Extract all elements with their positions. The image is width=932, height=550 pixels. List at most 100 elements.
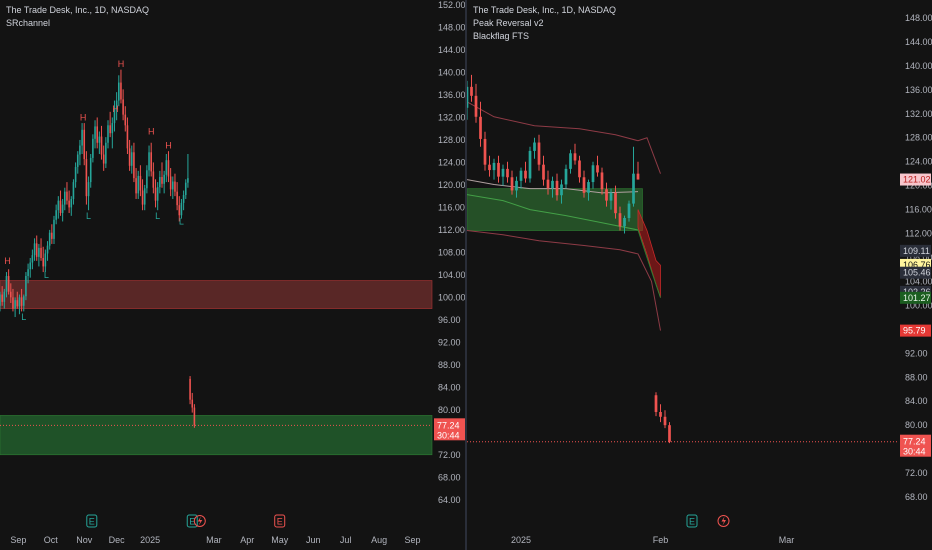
left-chart-panel[interactable]: 152.00 148.00 144.00 140.00 136.00 132.00 128.…: [0, 0, 465, 550]
candle: [79, 139, 81, 166]
left-chart-canvas[interactable]: 152.00 148.00 144.00 140.00 136.00 132.00 128.…: [0, 0, 465, 550]
candle: [191, 392, 194, 413]
candle-body: [546, 179, 550, 189]
candle: [174, 173, 176, 197]
right-indicator-peak-reversal[interactable]: Peak Reversal v2: [473, 18, 544, 28]
projection-green-line: [637, 229, 661, 298]
candle: [29, 258, 32, 278]
candle-body: [165, 160, 168, 175]
time-axis-label: Sep: [405, 535, 421, 545]
swing-low-label: L: [44, 270, 49, 280]
candle-body: [167, 160, 170, 177]
price-axis-label: 84.00: [905, 396, 928, 406]
candle: [152, 162, 155, 194]
candle: [483, 131, 487, 171]
candle: [14, 297, 16, 318]
candle: [627, 200, 631, 222]
candle-body: [109, 125, 111, 134]
candle: [510, 170, 514, 195]
candle-body: [176, 191, 178, 206]
candle-body: [68, 200, 70, 208]
candle: [70, 196, 73, 216]
candle-body: [40, 247, 42, 258]
candle-body: [96, 126, 98, 143]
candle: [74, 162, 77, 188]
price-level-value: 106.76: [903, 260, 931, 270]
candle-body: [27, 269, 29, 276]
candle-body: [72, 182, 75, 199]
lightning-icon: [721, 516, 726, 526]
candle: [107, 120, 109, 149]
candle: [83, 123, 86, 166]
candle-body: [66, 191, 68, 201]
right-legend: The Trade Desk, Inc., 1D, NASDAQ Peak Re…: [473, 4, 616, 43]
candle: [555, 173, 559, 201]
earnings-marker-label: E: [277, 517, 283, 527]
candle: [94, 120, 96, 149]
candle-body: [169, 176, 172, 190]
candle-body: [555, 180, 559, 196]
price-axis-label: 120.00: [438, 180, 465, 190]
candle-body: [663, 416, 667, 426]
candle: [27, 263, 29, 284]
candle-body: [128, 148, 131, 166]
price-axis-label: 108.00: [905, 253, 932, 263]
candle: [20, 288, 23, 312]
last-price-tag: [434, 418, 465, 441]
candle: [64, 187, 66, 211]
right-chart-panel[interactable]: 148.00 144.00 140.00 136.00 132.00 128.00 124.…: [467, 0, 932, 550]
candle-body: [161, 177, 163, 184]
candle-body: [76, 154, 79, 167]
bar-countdown: 30:44: [437, 430, 460, 440]
candle: [172, 176, 174, 199]
candle: [109, 111, 111, 138]
price-axis-label: 112.00: [905, 229, 932, 239]
candle: [193, 404, 196, 428]
candle-body: [560, 184, 563, 196]
right-indicator-blackflag[interactable]: Blackflag FTS: [473, 31, 530, 41]
panel-divider[interactable]: [465, 0, 467, 550]
candle: [668, 422, 671, 444]
left-indicator-srchannel[interactable]: SRchannel: [6, 18, 51, 28]
time-axis-label: Nov: [76, 535, 93, 545]
candle: [492, 158, 496, 180]
earnings-marker-icon: [274, 514, 286, 528]
candle-body: [497, 162, 500, 177]
candle: [46, 241, 49, 261]
swing-low-label: L: [179, 216, 184, 226]
candle: [120, 69, 122, 104]
candle: [89, 153, 92, 188]
candle: [0, 291, 1, 312]
candle-body: [120, 82, 122, 100]
candle: [61, 198, 64, 222]
right-chart-title: The Trade Desk, Inc., 1D, NASDAQ: [473, 5, 617, 15]
price-axis-label: 140.00: [905, 61, 932, 71]
candle: [524, 161, 527, 183]
candle: [176, 182, 178, 211]
candle: [573, 143, 577, 165]
candle-body: [178, 205, 181, 216]
candle-body: [118, 82, 120, 101]
upper-band-line: [467, 101, 661, 174]
price-axis-label: 140.00: [438, 67, 465, 77]
swing-high-label: H: [118, 59, 125, 69]
candle: [189, 376, 191, 405]
candle: [51, 224, 53, 244]
candle: [178, 196, 181, 222]
candle-body: [42, 258, 44, 267]
candle-body: [492, 162, 496, 171]
candle-body: [163, 174, 165, 184]
candle: [128, 139, 131, 171]
candle-body: [18, 297, 21, 307]
time-axis-label: Mar: [206, 535, 222, 545]
candle-body: [135, 178, 137, 194]
candle: [68, 190, 70, 214]
time-axis-label: Jul: [340, 535, 352, 545]
candle-body: [573, 153, 577, 161]
right-chart-canvas[interactable]: 148.00 144.00 140.00 136.00 132.00 128.00 124.…: [467, 0, 932, 550]
candle: [154, 179, 157, 208]
swing-high-label: H: [165, 141, 172, 151]
price-axis-label: 124.00: [905, 157, 932, 167]
candle-body: [182, 195, 185, 203]
candle-body: [533, 142, 536, 151]
